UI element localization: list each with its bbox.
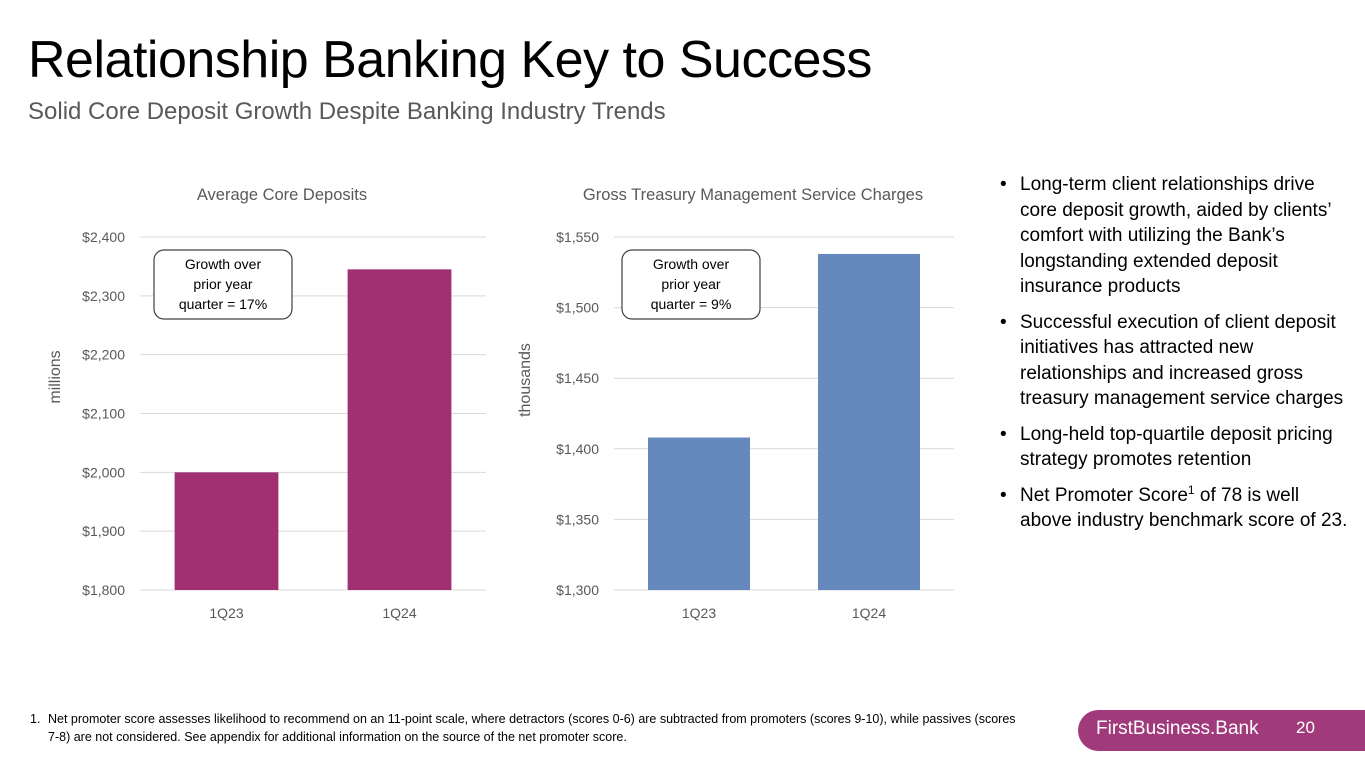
- bullet-item: • Long-held top-quartile deposit pricing…: [1000, 422, 1350, 473]
- bullet-marker: •: [1000, 174, 1007, 195]
- bullet-text: Long-term client relationships drive cor…: [1020, 174, 1331, 297]
- growth-callout-text: Growth over: [653, 256, 730, 272]
- brand-logo: FirstBusiness.Bank: [1096, 718, 1259, 739]
- bullet-list: • Long-term client relationships drive c…: [1000, 172, 1350, 544]
- growth-callout-text: quarter = 17%: [179, 296, 267, 312]
- bullet-item: • Net Promoter Score1 of 78 is well abov…: [1000, 483, 1350, 534]
- chart-title: Average Core Deposits: [197, 186, 367, 204]
- growth-callout-text: prior year: [661, 276, 720, 292]
- average-core-deposits-chart: Average Core Deposits $1,800 $1,900 $2,000 $…: [47, 186, 486, 621]
- y-axis-label: millions: [47, 350, 64, 403]
- growth-callout-text: prior year: [193, 276, 252, 292]
- y-tick-label: $1,900: [82, 523, 125, 539]
- y-tick-label: $1,550: [556, 229, 599, 245]
- y-tick-label: $2,100: [82, 406, 125, 422]
- y-tick-label: $2,000: [82, 464, 125, 480]
- growth-callout: [153, 249, 293, 320]
- footnote: 1. Net promoter score assesses likelihoo…: [30, 710, 1030, 746]
- page-title: Relationship Banking Key to Success: [28, 31, 872, 89]
- y-tick-label: $1,350: [556, 511, 599, 527]
- x-tick-label: 1Q23: [209, 605, 243, 621]
- bullet-text: Long-held top-quartile deposit pricing s…: [1020, 423, 1333, 471]
- y-axis-label: thousands: [517, 343, 534, 417]
- y-tick-label: $1,450: [556, 370, 599, 386]
- x-tick-label: 1Q23: [682, 605, 716, 621]
- growth-callout: [621, 249, 761, 320]
- bullet-marker: •: [1000, 484, 1007, 506]
- footnote-text: Net promoter score assesses likelihood t…: [48, 712, 1016, 744]
- footnote-number: 1.: [30, 712, 41, 726]
- bar: [174, 472, 279, 590]
- x-tick-label: 1Q24: [382, 605, 416, 621]
- y-tick-label: $1,500: [556, 300, 599, 316]
- y-tick-label: $1,800: [82, 582, 125, 598]
- x-tick-label: 1Q24: [852, 605, 886, 621]
- bullet-text-post: of 78 is well above industry benchmark s…: [1020, 484, 1348, 532]
- growth-callout-text: quarter = 9%: [651, 296, 732, 312]
- footnote-reference: 1: [1187, 482, 1195, 497]
- bullet-text-pre: Net Promoter Score: [1020, 484, 1188, 506]
- bullet-marker: •: [1000, 423, 1007, 445]
- y-tick-label: $1,300: [556, 582, 599, 598]
- y-tick-label: $2,300: [82, 288, 125, 304]
- bar: [347, 269, 452, 590]
- bullet-text: Net Promoter Score1 of 78 is well above …: [1020, 482, 1348, 532]
- page-number: 20: [1296, 718, 1315, 737]
- page-subtitle: Solid Core Deposit Growth Despite Bankin…: [28, 98, 666, 125]
- bullet-item: • Successful execution of client deposit…: [1000, 310, 1350, 412]
- bullet-marker: •: [1000, 311, 1007, 333]
- growth-callout-text: Growth over: [185, 256, 262, 272]
- y-tick-label: $2,400: [82, 229, 125, 245]
- bullet-text: Successful execution of client deposit i…: [1020, 311, 1344, 410]
- bullet-item: • Long-term client relationships drive c…: [1000, 172, 1350, 300]
- brand-bar: FirstBusiness.Bank 20: [1078, 710, 1365, 751]
- treasury-service-charges-chart: Gross Treasury Management Service Charge…: [517, 186, 954, 621]
- bar: [818, 253, 920, 590]
- chart-title: Gross Treasury Management Service Charge…: [583, 186, 923, 204]
- bar: [648, 437, 750, 590]
- y-tick-label: $1,400: [556, 441, 599, 457]
- y-tick-label: $2,200: [82, 347, 125, 363]
